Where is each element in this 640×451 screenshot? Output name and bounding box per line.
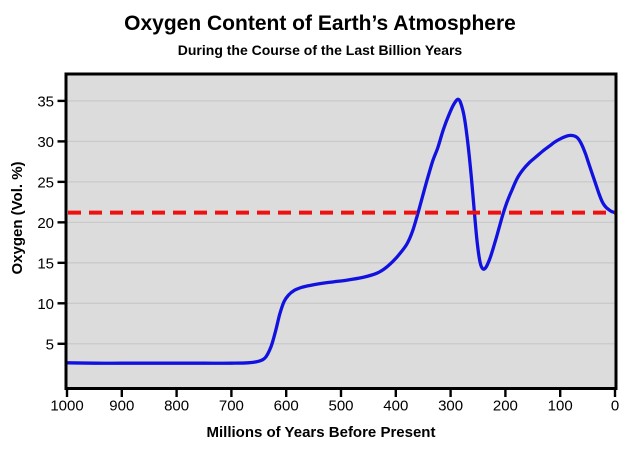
axis-ticks — [57, 99, 617, 397]
x-tick-label: 400 — [383, 398, 408, 415]
x-tick-label: 100 — [548, 398, 573, 415]
y-tick-label: 35 — [37, 93, 54, 110]
x-axis-title: Millions of Years Before Present — [207, 424, 436, 441]
x-tick-label: 900 — [109, 398, 134, 415]
y-tick-label: 25 — [37, 174, 54, 191]
x-tick-label: 200 — [493, 398, 518, 415]
x-tick-label: 600 — [274, 398, 299, 415]
y-axis-title: Oxygen (Vol. %) — [9, 161, 26, 274]
x-tick-label: 300 — [438, 398, 463, 415]
y-tick-label: 15 — [37, 255, 54, 272]
chart-subtitle: During the Course of the Last Billion Ye… — [178, 42, 463, 58]
y-tick-label: 10 — [37, 296, 54, 313]
plot-border — [64, 72, 618, 390]
x-tick-label: 800 — [164, 398, 189, 415]
chart-title: Oxygen Content of Earth’s Atmosphere — [124, 12, 516, 35]
plot-background — [67, 75, 615, 388]
series-lines — [65, 97, 617, 365]
plot-border-rect — [64, 72, 618, 390]
x-tick-label: 1000 — [50, 398, 83, 415]
y-tick-label: 30 — [37, 134, 54, 151]
x-tick-label: 700 — [219, 398, 244, 415]
x-tick-label: 500 — [328, 398, 353, 415]
y-tick-label: 5 — [46, 336, 54, 353]
x-tick-label: 0 — [611, 398, 619, 415]
plot-area — [67, 75, 615, 388]
gridlines — [67, 100, 615, 345]
y-tick-label: 20 — [37, 215, 54, 232]
oxygen-content-curve — [65, 97, 617, 365]
